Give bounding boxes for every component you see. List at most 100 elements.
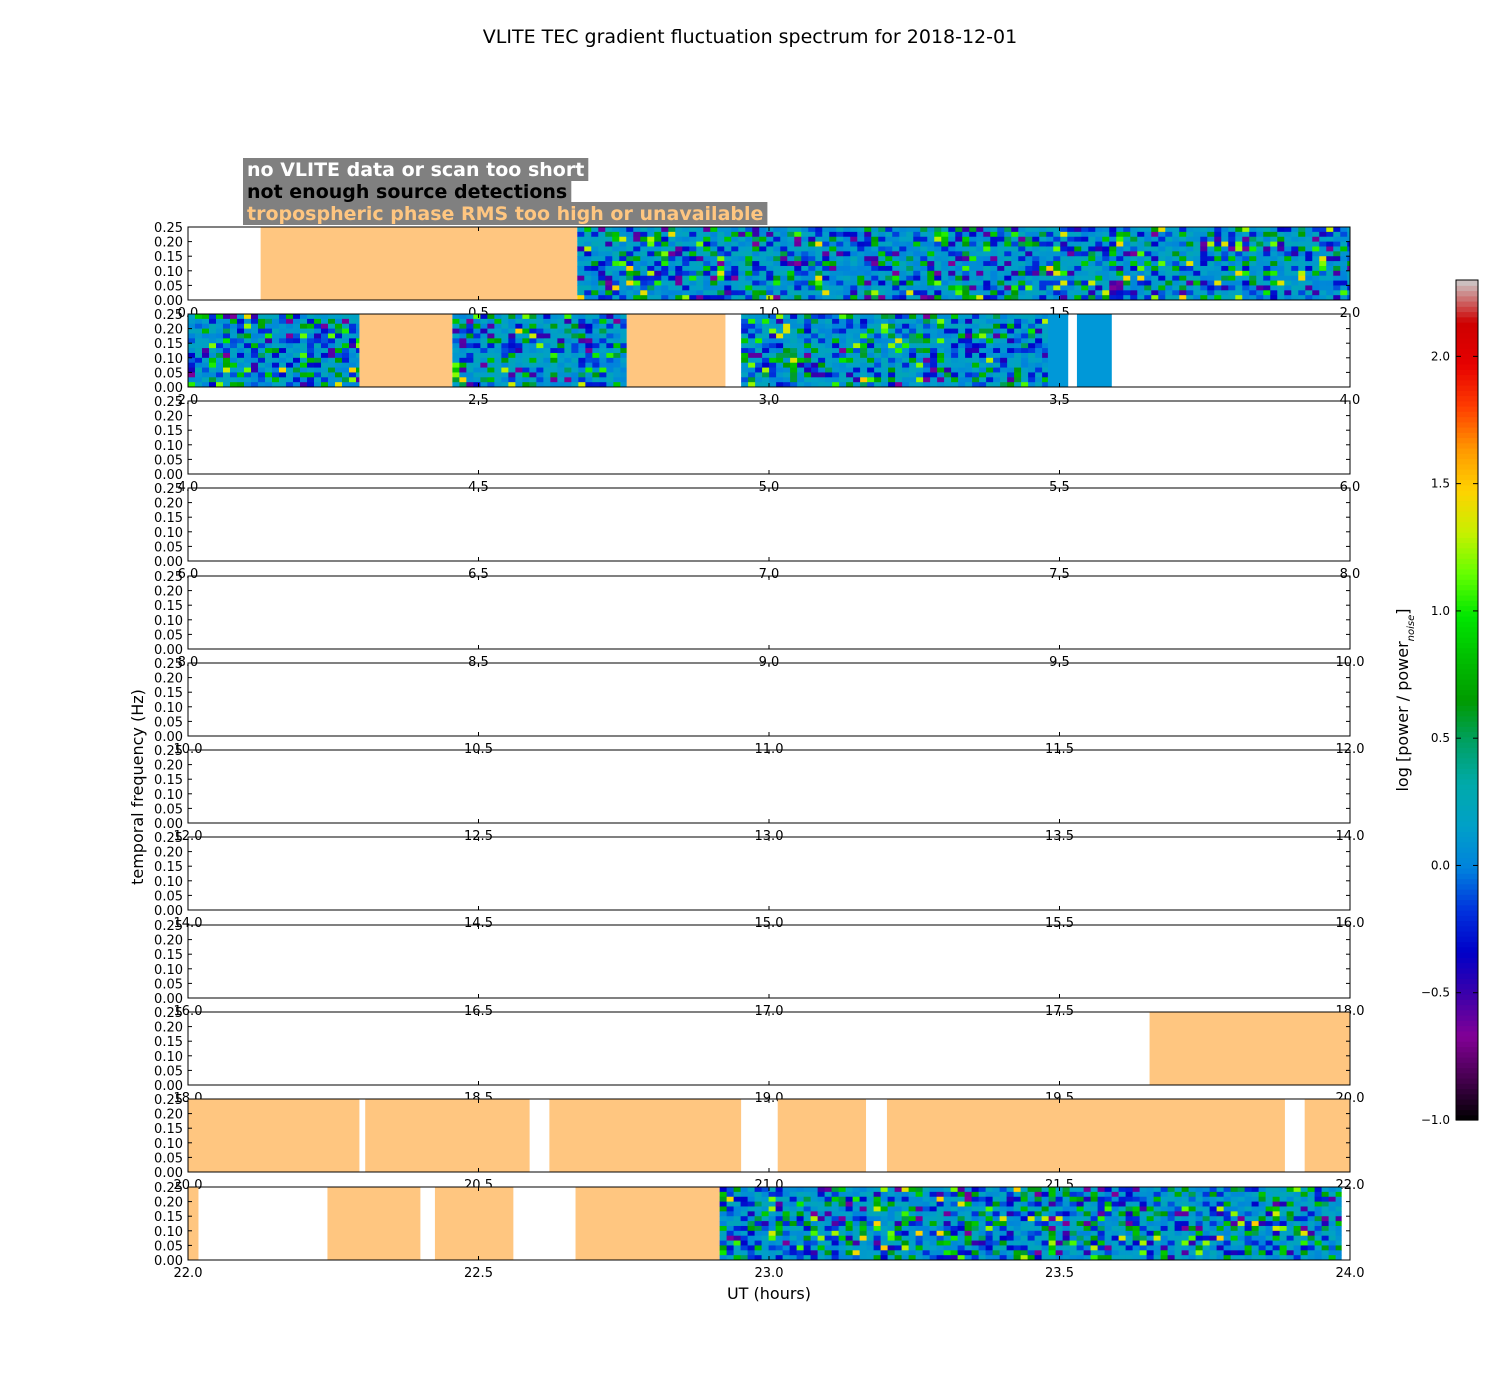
spectrum-cell <box>1067 246 1075 252</box>
spectrum-cell <box>1102 231 1110 238</box>
spectrum-cell <box>804 382 812 388</box>
spectrum-cell <box>920 290 928 296</box>
spectrum-cell <box>1207 280 1215 286</box>
spectrum-cell <box>978 1216 987 1222</box>
spectrum-cell <box>1132 1255 1141 1261</box>
spectrum-cell <box>969 295 977 301</box>
spectrum-cell <box>1027 1211 1036 1217</box>
spectrum-cell <box>209 362 217 368</box>
spectrum-cell <box>1125 1191 1134 1198</box>
spectrum-cell <box>857 275 865 281</box>
spectrum-cell <box>307 323 315 330</box>
spectrum-cell <box>585 323 593 330</box>
spectrum-cell <box>584 261 592 267</box>
spectrum-cell <box>843 236 851 243</box>
spectrum-cell <box>675 246 683 252</box>
spectrum-cell <box>703 251 711 257</box>
spectrum-cell <box>328 318 336 325</box>
spectrum-cell <box>950 1196 959 1203</box>
spectrum-cell <box>1062 1240 1071 1246</box>
colorbar-band <box>1456 805 1478 811</box>
spectrum-cell <box>1014 362 1022 368</box>
troposphere-flag-segment <box>1304 1099 1350 1172</box>
spectrum-cell <box>480 362 488 368</box>
spectrum-cell <box>1144 285 1152 291</box>
spectrum-cell <box>745 236 753 243</box>
spectrum-cell <box>943 1211 952 1217</box>
spectrum-cell <box>592 348 600 354</box>
spectrum-cell <box>829 251 837 257</box>
spectrum-cell <box>878 241 886 247</box>
spectrum-cell <box>592 367 600 373</box>
spectrum-cell <box>1027 1191 1036 1198</box>
spectrum-cell <box>1298 290 1306 296</box>
spectrum-cell <box>1011 227 1019 233</box>
spectrum-cell <box>880 1240 889 1246</box>
spectrum-cell <box>1042 357 1049 364</box>
spectrum-cell <box>703 275 711 281</box>
spectrum-cell <box>237 367 245 373</box>
spectrum-cell <box>293 348 301 354</box>
spectrum-cell <box>606 314 614 320</box>
spectrum-cell <box>258 323 266 330</box>
spectrum-cell <box>927 265 935 272</box>
spectrum-cell <box>508 367 516 373</box>
spectrum-cell <box>825 352 833 359</box>
spectrum-cell <box>584 265 592 272</box>
spectrum-cell <box>1160 1250 1169 1256</box>
spectrum-cell <box>934 246 942 252</box>
spectrum-cell <box>1319 251 1327 257</box>
spectrum-cell <box>1067 251 1075 257</box>
spectrum-cell <box>748 348 756 354</box>
spectrum-segment <box>741 314 1049 388</box>
spectrum-cell <box>668 270 676 277</box>
spectrum-cell <box>985 1225 994 1232</box>
spectrum-cell <box>801 227 809 233</box>
colorbar-band <box>1456 558 1478 565</box>
spectrum-cell <box>696 270 704 277</box>
spectrum-cell <box>1193 227 1201 233</box>
spectrum-cell <box>831 1225 840 1232</box>
no-detection-segment <box>1076 314 1112 387</box>
spectrum-cell <box>661 241 669 247</box>
spectrum-cell <box>859 1240 868 1246</box>
spectrum-cell <box>1272 1235 1281 1241</box>
spectrum-cell <box>1074 246 1082 252</box>
spectrum-cell <box>1048 1206 1057 1212</box>
spectrum-cell <box>1165 261 1173 267</box>
spectrum-cell <box>822 246 830 252</box>
colorbar-band <box>1456 1020 1478 1027</box>
spectrum-cell <box>768 1211 777 1217</box>
spectrum-cell <box>1347 280 1351 286</box>
spectrum-cell <box>740 1191 749 1198</box>
spectrum-cell <box>972 323 980 330</box>
spectrum-cell <box>790 323 798 330</box>
spectrum-cell <box>724 231 732 238</box>
spectrum-cell <box>501 357 509 364</box>
colorbar-band <box>1456 1057 1478 1063</box>
spectrum-cell <box>803 1206 812 1212</box>
spectrum-cell <box>964 1206 973 1212</box>
spectrum-cell <box>501 323 509 330</box>
spectrum-cell <box>689 231 697 238</box>
spectrum-cell <box>466 314 474 320</box>
spectrum-cell <box>1011 290 1019 296</box>
spectrum-cell <box>923 367 931 373</box>
spectrum-cell <box>888 314 896 320</box>
spectrum-cell <box>839 333 847 339</box>
spectrum-cell <box>887 1225 896 1232</box>
spectrum-cell <box>880 1187 889 1193</box>
spectrum-cell <box>557 318 565 325</box>
spectrum-cell <box>965 382 973 388</box>
spectrum-cell <box>279 343 287 349</box>
spectrum-cell <box>710 227 718 233</box>
spectrum-cell <box>1279 1240 1288 1246</box>
spectrum-cell <box>846 372 854 378</box>
colorbar-band <box>1456 810 1478 817</box>
spectrum-cell <box>689 280 697 286</box>
y-tick-label: 0.20 <box>154 497 183 512</box>
spectrum-cell <box>1069 1235 1078 1241</box>
spectrum-cell <box>733 1245 742 1251</box>
spectrum-cell <box>759 275 767 281</box>
spectrum-cell <box>1270 295 1278 301</box>
